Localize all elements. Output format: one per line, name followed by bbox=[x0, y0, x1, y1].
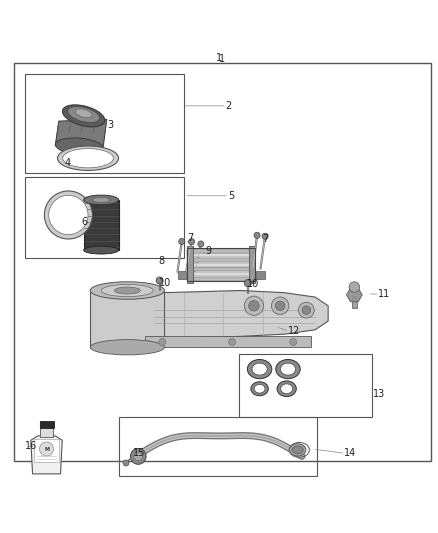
Bar bbox=[187, 253, 255, 257]
Ellipse shape bbox=[254, 384, 265, 393]
Bar bbox=[84, 200, 119, 250]
Circle shape bbox=[244, 296, 264, 316]
Text: 4: 4 bbox=[65, 158, 71, 168]
Bar bbox=[352, 295, 357, 308]
Ellipse shape bbox=[92, 197, 110, 203]
Ellipse shape bbox=[252, 363, 267, 375]
Text: 16: 16 bbox=[25, 441, 37, 451]
Text: 1: 1 bbox=[216, 53, 222, 63]
Ellipse shape bbox=[114, 287, 140, 294]
Ellipse shape bbox=[57, 146, 119, 171]
Ellipse shape bbox=[44, 191, 92, 239]
Ellipse shape bbox=[68, 107, 99, 123]
Bar bbox=[187, 248, 255, 253]
Bar bbox=[187, 272, 255, 276]
Bar bbox=[239, 354, 372, 417]
Circle shape bbox=[290, 338, 297, 345]
Ellipse shape bbox=[292, 446, 303, 454]
Circle shape bbox=[131, 449, 146, 464]
Text: 1: 1 bbox=[219, 54, 225, 63]
Ellipse shape bbox=[90, 282, 164, 299]
Ellipse shape bbox=[84, 246, 119, 254]
Text: 13: 13 bbox=[373, 389, 385, 399]
Ellipse shape bbox=[49, 195, 88, 235]
Ellipse shape bbox=[63, 149, 113, 168]
Circle shape bbox=[298, 302, 314, 318]
Ellipse shape bbox=[84, 195, 119, 205]
Ellipse shape bbox=[62, 105, 105, 127]
Circle shape bbox=[276, 301, 285, 311]
Circle shape bbox=[249, 301, 259, 311]
Circle shape bbox=[188, 239, 194, 245]
Bar bbox=[39, 422, 53, 428]
Bar bbox=[249, 246, 255, 283]
Bar bbox=[34, 439, 59, 462]
Bar bbox=[187, 246, 194, 283]
Text: 5: 5 bbox=[228, 191, 234, 201]
Bar bbox=[90, 290, 164, 348]
Text: 10: 10 bbox=[247, 279, 259, 289]
Text: 7: 7 bbox=[262, 235, 268, 245]
Text: 15: 15 bbox=[133, 448, 145, 458]
Text: M: M bbox=[44, 447, 49, 451]
Text: 10: 10 bbox=[159, 278, 171, 288]
Circle shape bbox=[134, 452, 143, 461]
Ellipse shape bbox=[251, 382, 268, 395]
Bar bbox=[145, 336, 311, 348]
Ellipse shape bbox=[75, 109, 92, 118]
Bar bbox=[187, 263, 255, 266]
Circle shape bbox=[156, 277, 163, 284]
Polygon shape bbox=[55, 119, 107, 147]
Ellipse shape bbox=[277, 381, 296, 397]
Text: 9: 9 bbox=[205, 246, 211, 256]
Circle shape bbox=[272, 297, 289, 314]
Circle shape bbox=[123, 460, 129, 466]
Circle shape bbox=[39, 442, 53, 456]
Ellipse shape bbox=[90, 340, 164, 355]
Ellipse shape bbox=[289, 444, 306, 456]
Bar bbox=[25, 75, 184, 173]
Bar bbox=[256, 271, 265, 279]
Bar bbox=[178, 271, 187, 279]
Bar bbox=[40, 427, 53, 437]
Text: 11: 11 bbox=[378, 289, 391, 299]
Circle shape bbox=[179, 238, 185, 245]
Bar bbox=[119, 417, 317, 476]
Bar bbox=[187, 267, 255, 271]
Ellipse shape bbox=[276, 359, 300, 379]
Circle shape bbox=[198, 241, 204, 247]
Text: 6: 6 bbox=[81, 217, 88, 227]
Circle shape bbox=[244, 280, 251, 287]
Circle shape bbox=[229, 338, 236, 345]
Circle shape bbox=[254, 232, 260, 238]
Polygon shape bbox=[31, 436, 62, 474]
Circle shape bbox=[349, 282, 360, 292]
Text: 8: 8 bbox=[159, 256, 165, 266]
Text: 7: 7 bbox=[187, 233, 194, 243]
Ellipse shape bbox=[280, 363, 296, 375]
Text: 12: 12 bbox=[288, 326, 300, 336]
Bar bbox=[25, 177, 184, 258]
Polygon shape bbox=[121, 290, 328, 338]
Ellipse shape bbox=[55, 138, 103, 155]
Bar bbox=[187, 248, 255, 281]
Ellipse shape bbox=[247, 359, 272, 379]
Bar bbox=[187, 258, 255, 262]
Text: 2: 2 bbox=[226, 101, 232, 111]
Text: 3: 3 bbox=[107, 120, 113, 131]
Ellipse shape bbox=[101, 285, 153, 297]
Circle shape bbox=[262, 233, 268, 239]
Ellipse shape bbox=[281, 384, 293, 394]
Bar bbox=[187, 277, 255, 281]
Text: 14: 14 bbox=[344, 448, 357, 458]
Circle shape bbox=[302, 306, 311, 314]
Circle shape bbox=[159, 338, 166, 345]
